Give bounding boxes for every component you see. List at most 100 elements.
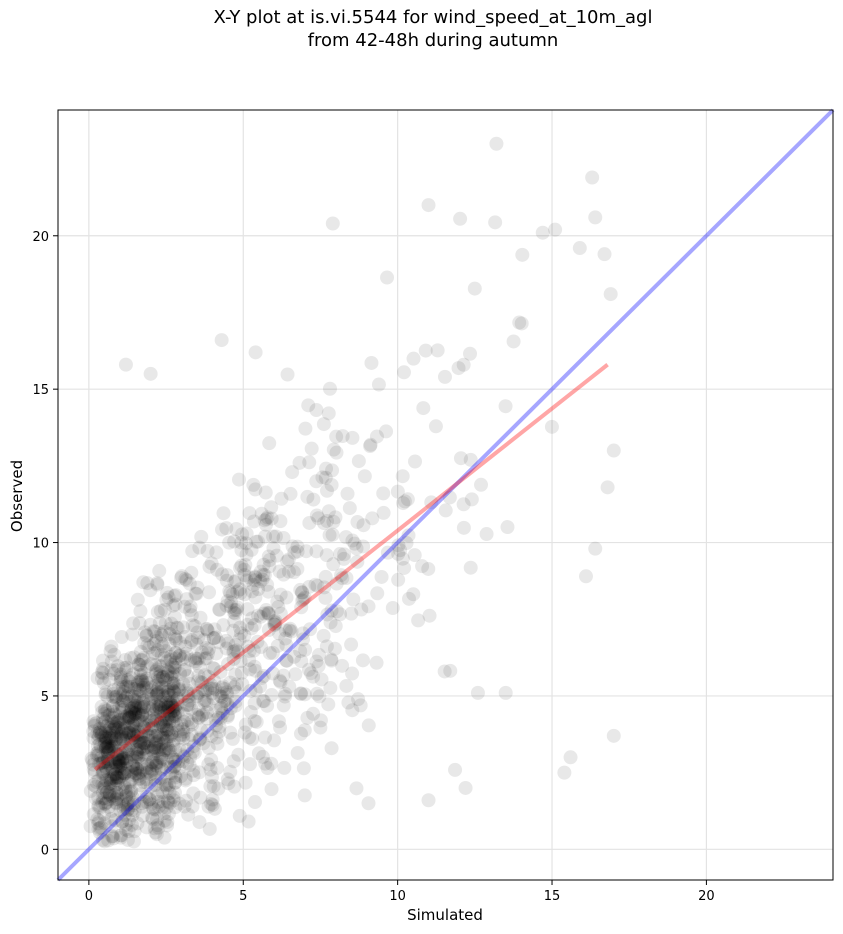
scatter-point — [98, 685, 113, 700]
scatter-point — [234, 535, 249, 550]
scatter-point — [110, 714, 125, 729]
scatter-point — [220, 708, 235, 723]
scatter-point — [90, 726, 105, 741]
scatter-point — [341, 695, 356, 710]
scatter-point — [294, 686, 309, 701]
scatter-point — [107, 739, 122, 754]
x-tick-label: 15 — [544, 889, 561, 904]
scatter-point — [141, 733, 156, 748]
scatter-point — [93, 800, 108, 815]
scatter-point — [148, 664, 163, 679]
scatter-point — [165, 766, 180, 781]
scatter-point — [128, 761, 143, 776]
scatter-point — [127, 719, 142, 734]
scatter-point — [149, 728, 164, 743]
scatter-point — [106, 683, 121, 698]
scatter-point — [93, 739, 108, 754]
scatter-point — [154, 636, 169, 651]
scatter-point — [154, 712, 169, 727]
scatter-point — [294, 654, 309, 669]
scatter-point — [320, 483, 335, 498]
scatter-point — [175, 748, 190, 763]
scatter-point — [158, 697, 173, 712]
scatter-point — [103, 776, 118, 791]
scatter-point — [247, 714, 262, 729]
scatter-point — [259, 517, 274, 532]
scatter-point — [335, 429, 350, 444]
scatter-point — [167, 775, 182, 790]
scatter-point — [149, 740, 164, 755]
x-tick-label: 0 — [85, 889, 93, 904]
scatter-point — [172, 648, 187, 663]
scatter-point — [281, 552, 296, 567]
scatter-point — [191, 709, 206, 724]
scatter-point — [260, 510, 275, 525]
scatter-point — [166, 737, 181, 752]
scatter-point — [203, 779, 218, 794]
scatter-point — [102, 726, 117, 741]
scatter-point — [155, 670, 170, 685]
scatter-point — [94, 725, 109, 740]
scatter-point — [118, 691, 133, 706]
scatter-point — [118, 780, 133, 795]
scatter-point — [129, 747, 144, 762]
scatter-point — [103, 644, 118, 659]
scatter-point — [267, 617, 282, 632]
scatter-point — [160, 700, 175, 715]
scatter-point — [295, 585, 310, 600]
scatter-point — [130, 762, 145, 777]
scatter-point — [98, 714, 113, 729]
scatter-point — [234, 665, 249, 680]
scatter-point — [337, 547, 352, 562]
scatter-point — [408, 454, 423, 469]
scatter-point — [470, 685, 485, 700]
scatter-point — [165, 667, 180, 682]
scatter-point — [163, 765, 178, 780]
scatter-point — [109, 795, 124, 810]
scatter-point — [242, 570, 257, 585]
scatter-point — [456, 497, 471, 512]
scatter-point — [229, 522, 244, 537]
scatter-point — [164, 657, 179, 672]
scatter-point — [295, 593, 310, 608]
scatter-point — [220, 687, 235, 702]
scatter-point — [83, 783, 98, 798]
scatter-point — [147, 821, 162, 836]
scatter-point — [232, 582, 247, 597]
scatter-point — [164, 727, 179, 742]
scatter-point — [99, 785, 114, 800]
scatter-point — [163, 621, 178, 636]
scatter-point — [160, 684, 175, 699]
scatter-point — [150, 726, 165, 741]
scatter-point — [187, 619, 202, 634]
scatter-point — [123, 670, 138, 685]
scatter-point — [324, 477, 339, 492]
scatter-point — [107, 647, 122, 662]
scatter-point — [200, 543, 215, 558]
scatter-point — [401, 528, 416, 543]
scatter-point — [124, 704, 139, 719]
scatter-point — [220, 697, 235, 712]
scatter-point — [227, 534, 242, 549]
scatter-point — [339, 570, 354, 585]
scatter-point — [147, 739, 162, 754]
scatter-point — [292, 455, 307, 470]
scatter-point — [166, 676, 181, 691]
scatter-point — [308, 577, 323, 592]
scatter-point — [135, 707, 150, 722]
scatter-point — [114, 766, 129, 781]
scatter-point — [136, 720, 151, 735]
scatter-point — [155, 785, 170, 800]
scatter-point — [210, 736, 225, 751]
scatter-point — [265, 666, 280, 681]
scatter-point — [139, 775, 154, 790]
scatter-point — [102, 754, 117, 769]
scatter-point — [114, 722, 129, 737]
scatter-point — [102, 707, 117, 722]
scatter-point — [100, 744, 115, 759]
scatter-point — [201, 697, 216, 712]
scatter-point — [176, 727, 191, 742]
scatter-point — [187, 745, 202, 760]
scatter-point — [120, 797, 135, 812]
scatter-point — [332, 547, 347, 562]
